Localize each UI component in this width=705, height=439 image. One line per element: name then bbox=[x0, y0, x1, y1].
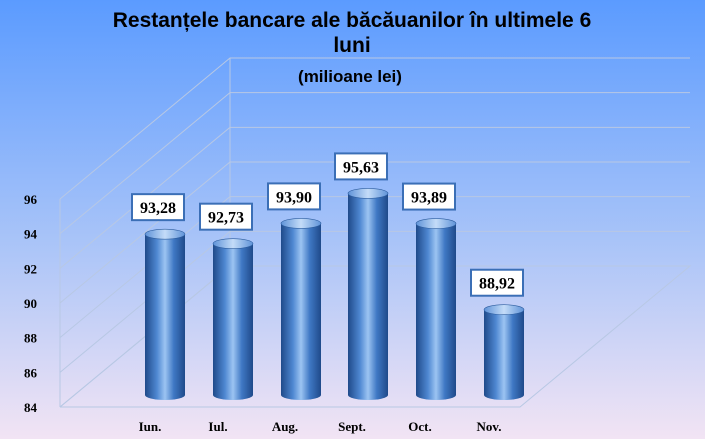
x-tick-label: Iun. bbox=[139, 419, 162, 434]
data-label-text: 92,73 bbox=[208, 210, 244, 227]
y-tick-label: 84 bbox=[24, 400, 38, 415]
y-tick-label: 96 bbox=[24, 192, 38, 207]
x-tick-label: Aug. bbox=[272, 419, 298, 434]
data-label-text: 93,90 bbox=[276, 189, 312, 206]
data-label: 92,73 bbox=[199, 202, 253, 231]
bar-cap bbox=[483, 304, 525, 316]
bar bbox=[347, 188, 389, 400]
data-label: 93,28 bbox=[131, 193, 185, 222]
chart-title: Restanțele bancare ale băcăuanilor în ul… bbox=[113, 9, 592, 86]
data-label-text: 93,89 bbox=[411, 190, 447, 207]
gridline bbox=[59, 57, 690, 200]
bar-body bbox=[213, 243, 253, 400]
bar-body bbox=[281, 223, 321, 400]
bar bbox=[483, 304, 525, 400]
y-tick-label: 94 bbox=[24, 227, 38, 242]
bar-body bbox=[145, 234, 185, 400]
bar-cap bbox=[415, 218, 457, 229]
x-tick-label: Iul. bbox=[208, 419, 227, 434]
y-tick-label: 88 bbox=[24, 331, 38, 346]
data-label-text: 93,28 bbox=[140, 200, 176, 217]
chart-title-line-2: luni bbox=[333, 34, 370, 57]
gridline bbox=[59, 196, 690, 339]
bar-body bbox=[348, 193, 388, 400]
x-axis-tick-labels: Iun. Iul. Aug. Sept. Oct. Nov. bbox=[139, 419, 502, 434]
chart-title-line-1: Restanțele bancare ale băcăuanilor în ul… bbox=[113, 9, 592, 32]
gridline bbox=[59, 230, 690, 373]
data-labels: 93,28 92,73 93,90 95,63 93,89 88,92 bbox=[131, 152, 524, 297]
gridline bbox=[59, 126, 690, 269]
data-label-text: 88,92 bbox=[479, 276, 515, 293]
data-label-text: 95,63 bbox=[343, 159, 379, 176]
bar-body bbox=[484, 309, 524, 400]
data-label-box bbox=[131, 193, 185, 222]
bar-cap bbox=[212, 238, 254, 249]
data-label: 88,92 bbox=[470, 268, 524, 297]
x-tick-label: Nov. bbox=[477, 419, 502, 434]
data-label: 95,63 bbox=[334, 152, 388, 181]
bar-cap bbox=[347, 188, 389, 199]
bar bbox=[415, 218, 457, 400]
bar bbox=[280, 218, 322, 400]
gridlines bbox=[59, 57, 692, 408]
bar bbox=[144, 228, 186, 400]
bar-cap bbox=[280, 218, 322, 229]
data-label-box bbox=[199, 202, 253, 231]
bars bbox=[144, 188, 525, 400]
data-label-box bbox=[334, 152, 388, 181]
gridline bbox=[59, 92, 690, 235]
data-label: 93,89 bbox=[402, 182, 456, 211]
chart-subtitle: (milioane lei) bbox=[298, 67, 402, 86]
gridline bbox=[59, 161, 690, 304]
y-axis-tick-labels: 84 86 88 90 92 94 96 bbox=[24, 192, 38, 415]
y-tick-label: 86 bbox=[24, 365, 38, 380]
data-label-box bbox=[470, 268, 524, 297]
bar-body bbox=[416, 223, 456, 400]
bar-cap bbox=[144, 228, 186, 240]
bar bbox=[212, 238, 254, 400]
data-label: 93,90 bbox=[267, 182, 321, 211]
y-tick-label: 92 bbox=[24, 261, 37, 276]
data-label-box bbox=[267, 182, 321, 211]
y-tick-label: 90 bbox=[24, 296, 37, 311]
data-label-box bbox=[402, 182, 456, 211]
x-tick-label: Oct. bbox=[408, 419, 431, 434]
x-tick-label: Sept. bbox=[338, 419, 366, 434]
